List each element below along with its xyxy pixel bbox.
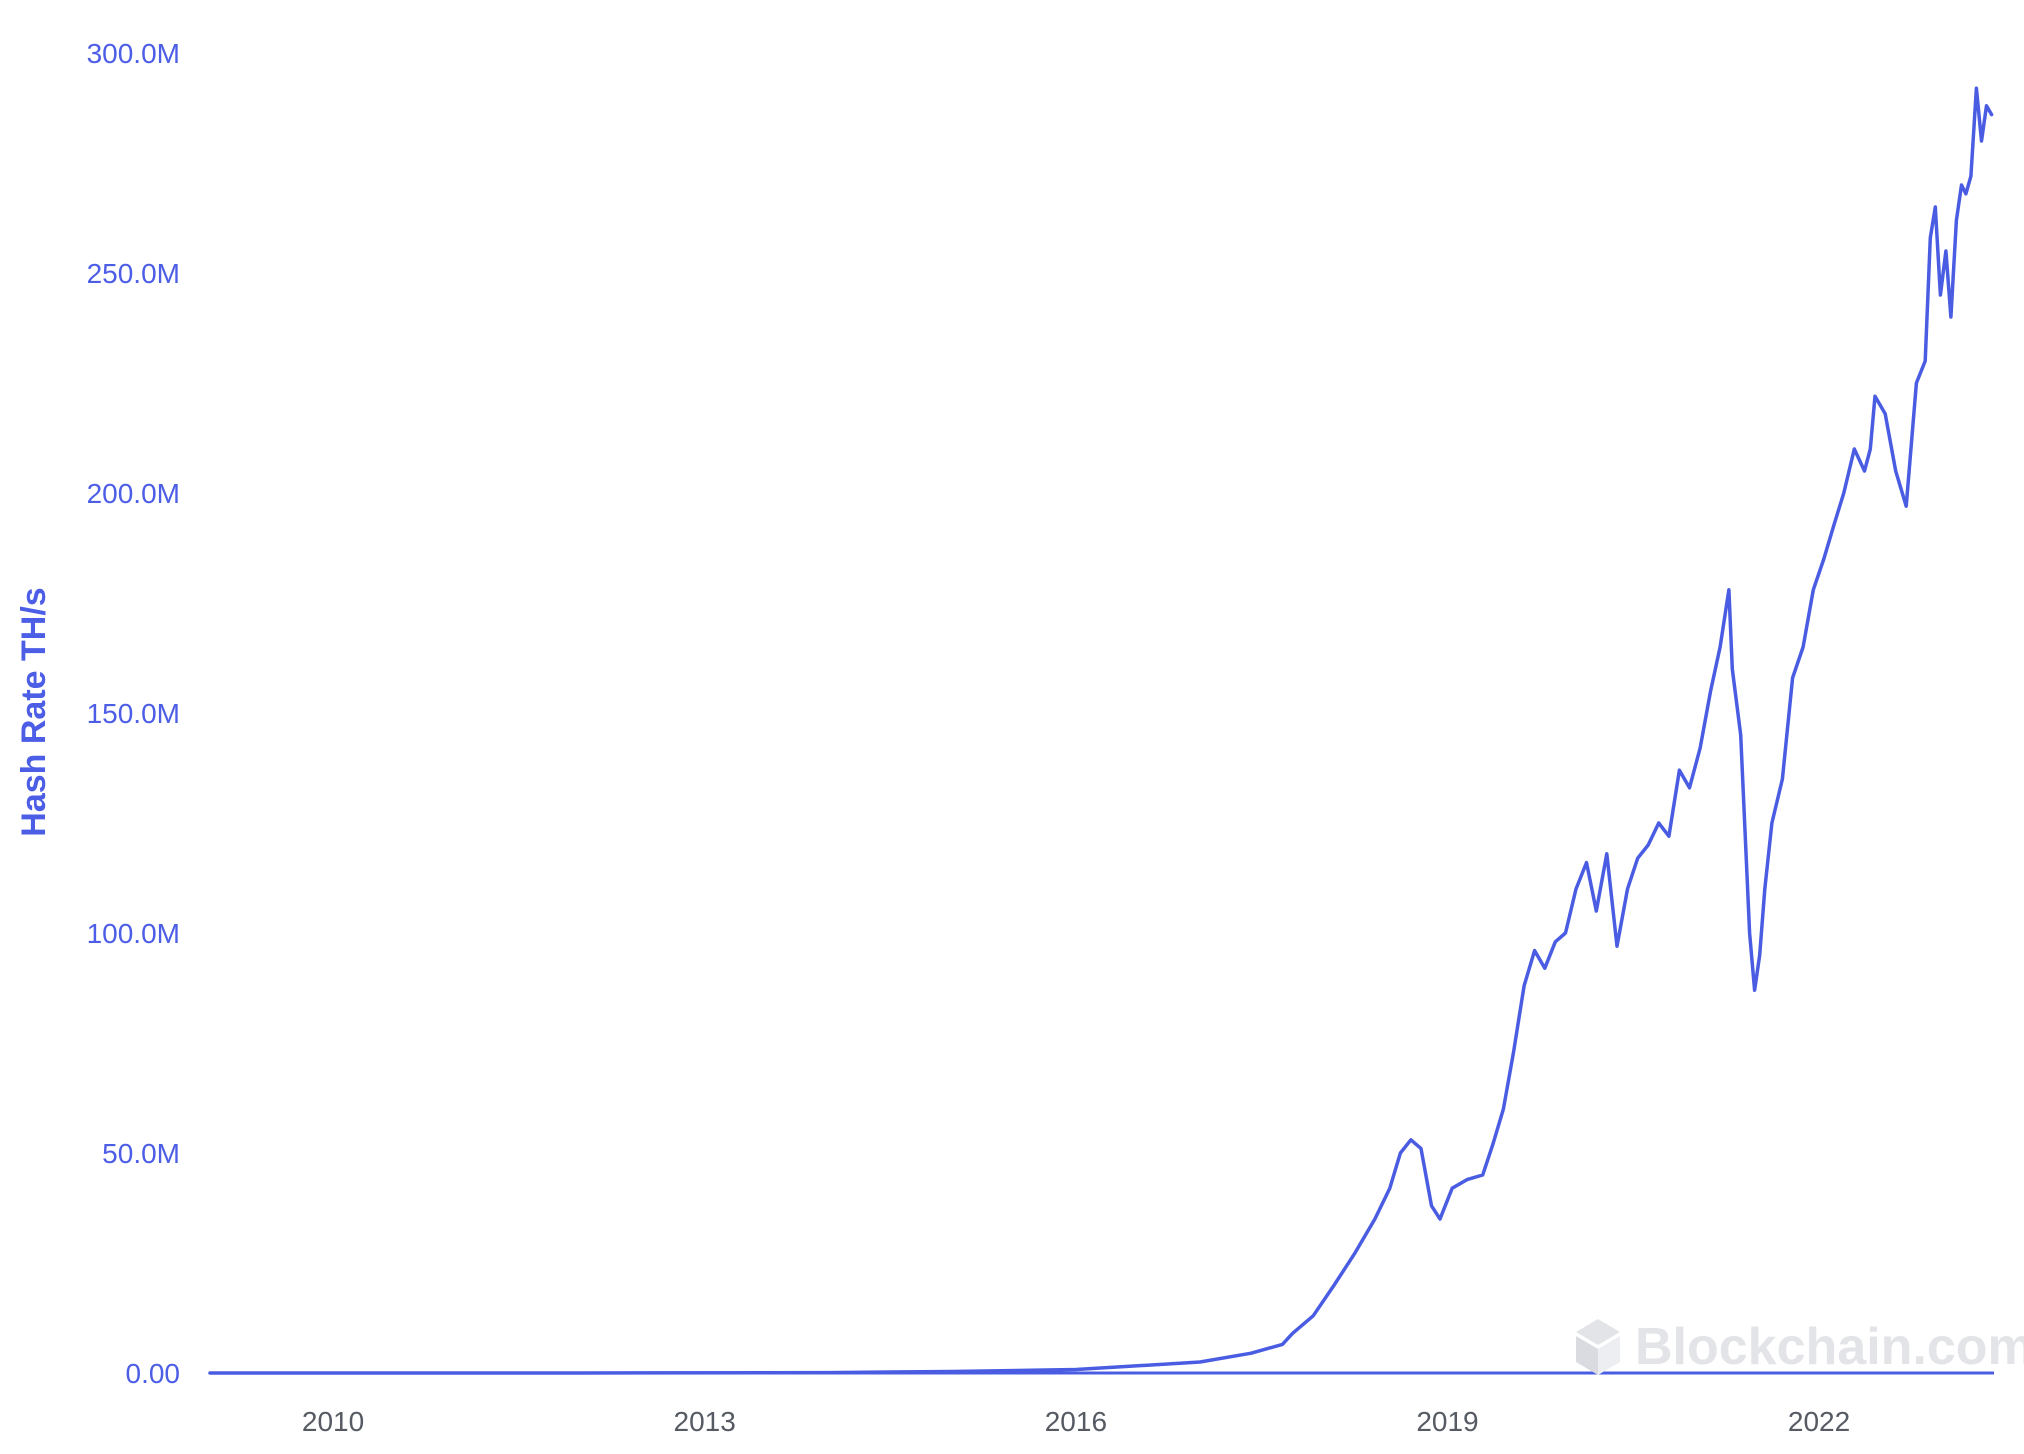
y-axis-label: Hash Rate TH/s [15,587,53,836]
x-tick-label: 2016 [1045,1406,1107,1437]
watermark-text: Blockchain.com [1635,1318,2024,1376]
x-tick-label: 2013 [674,1406,736,1437]
y-axis-ticks: 0.00 50.0M 100.0M 150.0M 200.0M 250.0M 300.0M [87,38,180,1389]
x-tick-label: 2022 [1788,1406,1850,1437]
y-axis-title: Hash Rate TH/s [15,587,53,836]
x-tick-label: 2019 [1416,1406,1478,1437]
y-tick-label: 100.0M [87,918,180,949]
hash-rate-line [208,86,1994,1375]
x-axis-ticks: 2010 2013 2016 2019 2022 [302,1406,1850,1437]
y-tick-label: 200.0M [87,478,180,509]
y-tick-label: 250.0M [87,258,180,289]
watermark: Blockchain.com [1576,1318,2024,1376]
y-tick-label: 50.0M [102,1138,180,1169]
x-tick-label: 2010 [302,1406,364,1437]
y-tick-label: 150.0M [87,698,180,729]
y-tick-label: 300.0M [87,38,180,69]
blockchain-logo-icon [1576,1319,1620,1375]
y-tick-label: 0.00 [126,1358,181,1389]
